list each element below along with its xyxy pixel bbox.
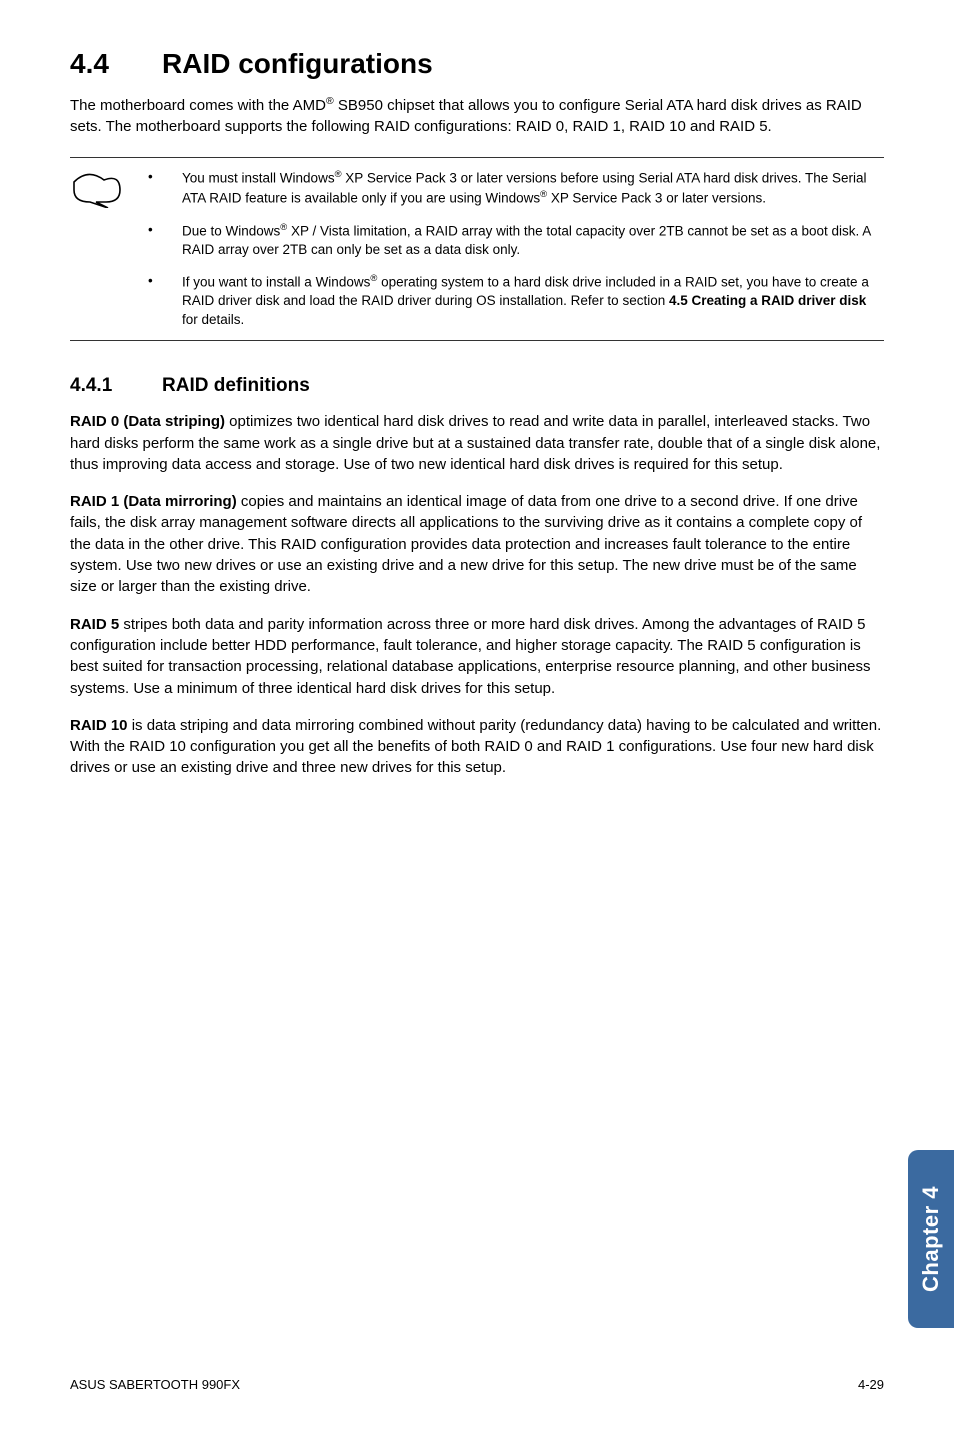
note-text: Due to Windows® XP / Vista limitation, a… bbox=[182, 221, 884, 260]
para-lead: RAID 0 (Data striping) bbox=[70, 413, 225, 430]
note-list: • You must install Windows® XP Service P… bbox=[148, 168, 884, 330]
note-block: • You must install Windows® XP Service P… bbox=[70, 157, 884, 341]
note-pre: You must install Windows bbox=[182, 171, 335, 186]
intro-paragraph: The motherboard comes with the AMD® SB95… bbox=[70, 94, 884, 137]
chapter-tab: Chapter 4 bbox=[908, 1150, 954, 1328]
paragraph: RAID 0 (Data striping) optimizes two ide… bbox=[70, 411, 884, 475]
footer-left: ASUS SABERTOOTH 990FX bbox=[70, 1377, 240, 1392]
note-post: XP Service Pack 3 or later versions. bbox=[547, 191, 766, 206]
bullet-icon: • bbox=[148, 221, 182, 260]
section-title: RAID configurations bbox=[162, 48, 433, 79]
note-item: • If you want to install a Windows® oper… bbox=[148, 272, 884, 330]
intro-pre: The motherboard comes with the AMD bbox=[70, 97, 326, 114]
para-lead: RAID 10 bbox=[70, 717, 128, 734]
para-lead: RAID 1 (Data mirroring) bbox=[70, 493, 237, 510]
para-lead: RAID 5 bbox=[70, 616, 119, 633]
note-text: You must install Windows® XP Service Pac… bbox=[182, 168, 884, 209]
note-post: for details. bbox=[182, 312, 244, 327]
bullet-icon: • bbox=[148, 272, 182, 330]
section-number: 4.4 bbox=[70, 48, 162, 80]
subsection-number: 4.4.1 bbox=[70, 375, 162, 397]
bullet-icon: • bbox=[148, 168, 182, 209]
paragraph: RAID 1 (Data mirroring) copies and maint… bbox=[70, 491, 884, 597]
para-body: stripes both data and parity information… bbox=[70, 616, 871, 697]
subsection-title: RAID definitions bbox=[162, 375, 310, 396]
registered-mark: ® bbox=[335, 169, 342, 180]
note-text: If you want to install a Windows® operat… bbox=[182, 272, 884, 330]
note-item: • Due to Windows® XP / Vista limitation,… bbox=[148, 221, 884, 260]
paragraph: RAID 10 is data striping and data mirror… bbox=[70, 715, 884, 779]
note-pre: If you want to install a Windows bbox=[182, 275, 370, 290]
subsection-heading: 4.4.1RAID definitions bbox=[70, 375, 884, 397]
note-icon bbox=[70, 168, 148, 330]
footer-right: 4-29 bbox=[858, 1377, 884, 1392]
note-pre: Due to Windows bbox=[182, 223, 280, 238]
registered-mark: ® bbox=[326, 95, 334, 107]
para-body: is data striping and data mirroring comb… bbox=[70, 717, 881, 777]
chapter-tab-label: Chapter 4 bbox=[918, 1186, 944, 1292]
page-footer: ASUS SABERTOOTH 990FX 4-29 bbox=[70, 1377, 884, 1392]
note-item: • You must install Windows® XP Service P… bbox=[148, 168, 884, 209]
note-bold: 4.5 Creating a RAID driver disk bbox=[669, 293, 866, 308]
section-heading: 4.4RAID configurations bbox=[70, 48, 884, 80]
paragraph: RAID 5 stripes both data and parity info… bbox=[70, 614, 884, 699]
